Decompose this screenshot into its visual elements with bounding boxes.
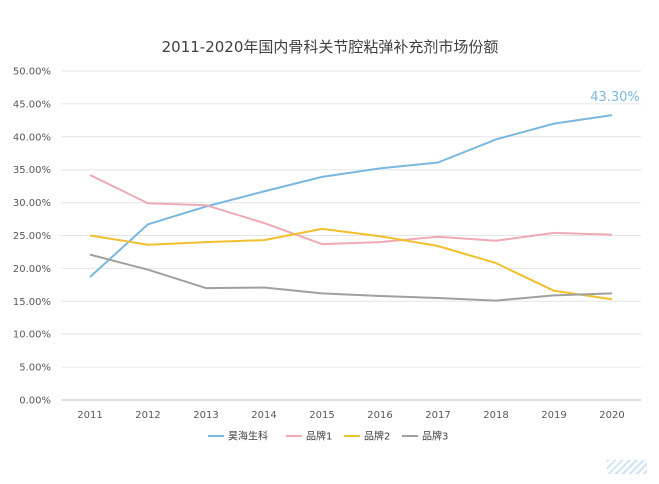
y-tick-label: 20.00% [13,264,51,275]
series-lines [89,114,613,302]
y-tick-label: 5.00% [19,363,51,374]
data-label: 43.30% [590,90,640,105]
x-tick-label: 2020 [599,410,624,421]
x-tick-label: 2016 [367,410,392,421]
legend: 昊海生科 品牌1 品牌2 品牌3 [208,430,448,443]
legend-label-0: 昊海生科 [228,430,268,443]
y-tick-label: 40.00% [13,132,51,143]
legend-label-1: 品牌1 [306,430,332,443]
x-tick-label: 2017 [425,410,450,421]
y-tick-label: 0.00% [19,396,51,407]
series-line-0 [89,114,613,278]
grid-lines [61,70,641,401]
y-tick-label: 50.00% [13,67,51,78]
corner-decoration [607,460,647,474]
x-tick-label: 2011 [77,410,102,421]
y-tick-label: 15.00% [13,297,51,308]
legend-label-2: 品牌2 [364,430,390,443]
y-axis: 0.00% 5.00% 10.00% 15.00% 20.00% 25.00% 30.00%… [13,67,51,407]
y-tick-label: 45.00% [13,99,51,110]
x-tick-label: 2013 [193,410,218,421]
x-tick-label: 2014 [251,410,276,421]
series-line-3 [89,253,613,302]
annotations: 43.30% [590,90,640,105]
chart-title: 2011-2020年国内骨科关节腔粘弹补充剂市场份额 [162,38,499,56]
series-line-2 [89,227,613,301]
y-tick-label: 35.00% [13,165,51,176]
x-axis: 2011 2012 2013 2014 2015 2016 2017 2018 2019 2020 [77,410,624,421]
x-tick-label: 2012 [135,410,160,421]
x-tick-label: 2015 [309,410,334,421]
y-tick-label: 25.00% [13,231,51,242]
series-line-1 [89,174,613,246]
y-tick-label: 10.00% [13,330,51,341]
x-tick-label: 2018 [483,410,508,421]
legend-label-3: 品牌3 [422,430,448,443]
y-tick-label: 30.00% [13,198,51,209]
x-tick-label: 2019 [541,410,566,421]
